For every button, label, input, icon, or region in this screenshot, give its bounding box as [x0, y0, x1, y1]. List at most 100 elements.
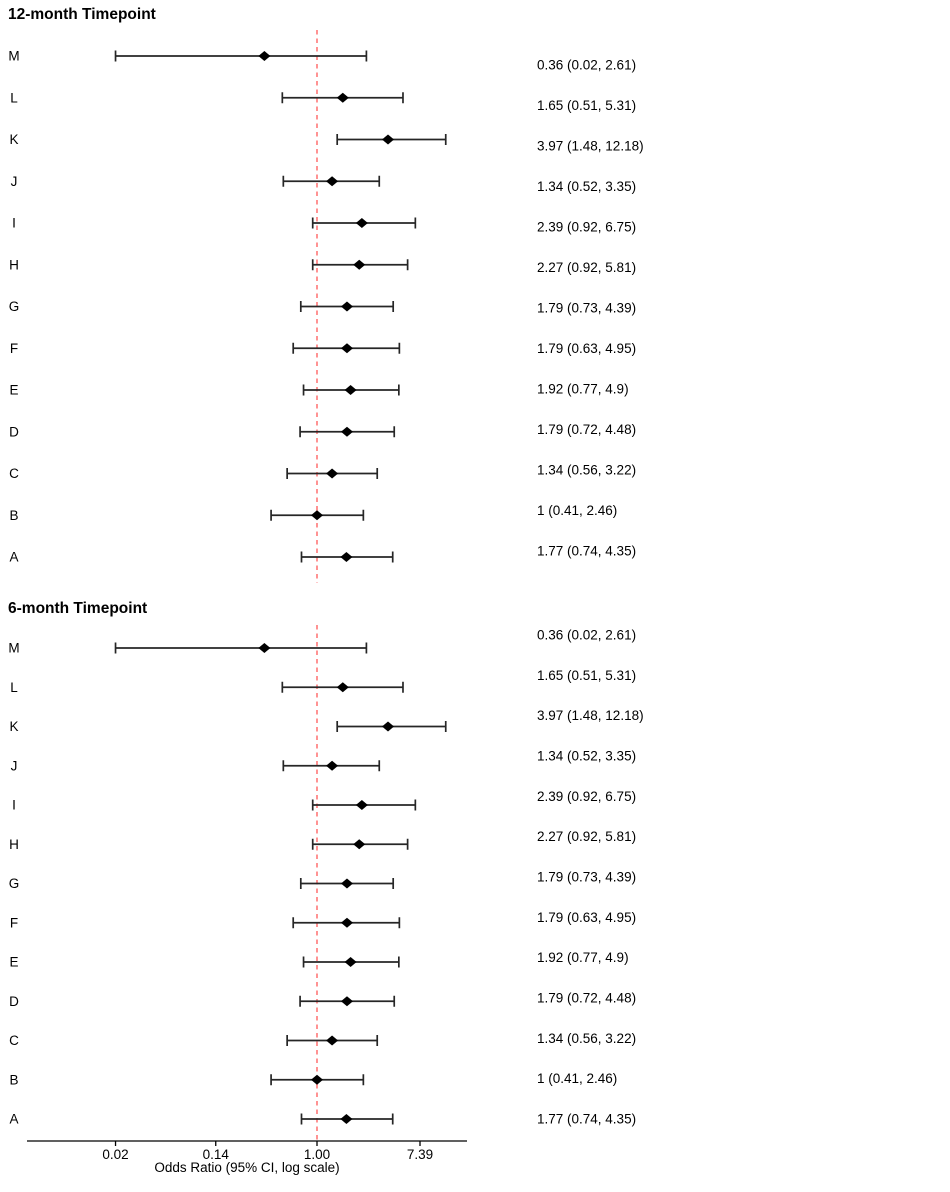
estimate-label: 1.34 (0.56, 3.22): [537, 1031, 636, 1046]
estimate-label: 1.65 (0.51, 5.31): [537, 98, 636, 113]
estimate-label: 1.34 (0.56, 3.22): [537, 463, 636, 478]
row-label: H: [9, 257, 19, 272]
forest-row: H 2.27 (0.92, 5.81): [9, 829, 636, 852]
row-label: E: [9, 383, 18, 398]
x-axis-tick-label: 1.00: [304, 1147, 330, 1162]
or-diamond: [340, 552, 353, 562]
forest-row: I 2.39 (0.92, 6.75): [12, 789, 636, 813]
forest-row: G 1.79 (0.73, 4.39): [9, 870, 636, 892]
x-axis-tick-label: 7.39: [407, 1147, 433, 1162]
or-diamond: [336, 92, 349, 103]
or-diamond: [326, 176, 339, 187]
forest-row: E 1.92 (0.77, 4.9): [9, 382, 628, 398]
estimate-label: 1.92 (0.77, 4.9): [537, 950, 629, 965]
or-diamond: [326, 760, 339, 771]
row-label: E: [9, 955, 18, 970]
forest-row: L 1.65 (0.51, 5.31): [10, 90, 636, 113]
or-diamond: [311, 1074, 323, 1085]
forest-row: H 2.27 (0.92, 5.81): [9, 257, 636, 275]
forest-row: D 1.79 (0.72, 4.48): [9, 422, 636, 439]
forest-row: C 1.34 (0.56, 3.22): [9, 1031, 636, 1048]
or-diamond: [340, 426, 353, 437]
row-label: L: [10, 680, 18, 695]
forest-row: L 1.65 (0.51, 5.31): [10, 668, 636, 695]
estimate-label: 1.34 (0.52, 3.35): [537, 749, 636, 764]
or-diamond: [326, 1035, 339, 1046]
row-label: C: [9, 1033, 19, 1048]
row-label: B: [9, 508, 18, 523]
estimate-label: 1 (0.41, 2.46): [537, 503, 617, 518]
or-diamond: [340, 878, 353, 889]
row-label: D: [9, 424, 19, 439]
estimate-label: 1.79 (0.63, 4.95): [537, 341, 636, 356]
x-axis-layer: 0.02 0.14 1.00 7.39: [27, 1140, 467, 1162]
or-diamond: [311, 510, 323, 521]
row-label: F: [10, 915, 18, 930]
forest-row: C 1.34 (0.56, 3.22): [9, 463, 636, 482]
estimate-label: 3.97 (1.48, 12.18): [537, 708, 644, 723]
estimate-label: 1.65 (0.51, 5.31): [537, 668, 636, 683]
row-label: J: [11, 174, 18, 189]
row-label: J: [11, 758, 18, 773]
estimate-label: 1.34 (0.52, 3.35): [537, 179, 636, 194]
or-diamond: [340, 343, 353, 354]
forest-row: D 1.79 (0.72, 4.48): [9, 991, 636, 1009]
estimate-label: 1.79 (0.72, 4.48): [537, 991, 636, 1006]
forest-row: A 1.77 (0.74, 4.35): [9, 1112, 636, 1127]
forest-row: M 0.36 (0.02, 2.61): [8, 628, 636, 656]
x-axis-title: Odds Ratio (95% CI, log scale): [154, 1160, 339, 1175]
or-diamond: [355, 218, 368, 228]
x-axis-tick-label: 0.02: [102, 1147, 128, 1162]
panel-title-6-month: 6-month Timepoint: [8, 600, 147, 617]
estimate-label: 2.27 (0.92, 5.81): [537, 260, 636, 275]
forest-row: E 1.92 (0.77, 4.9): [9, 950, 628, 969]
x-axis-tick-label: 0.14: [203, 1147, 230, 1162]
or-diamond: [382, 134, 395, 145]
forest-row: F 1.79 (0.63, 4.95): [10, 910, 636, 930]
or-diamond: [340, 996, 353, 1007]
estimate-label: 3.97 (1.48, 12.18): [537, 139, 644, 154]
estimate-label: 1.77 (0.74, 4.35): [537, 1112, 636, 1127]
row-label: M: [8, 641, 19, 656]
estimate-label: 0.36 (0.02, 2.61): [537, 58, 636, 73]
row-label: L: [10, 90, 18, 105]
panel-title-12-month: 12-month Timepoint: [8, 6, 156, 23]
or-diamond: [340, 917, 353, 928]
forest-row: K 3.97 (1.48, 12.18): [9, 132, 643, 154]
estimate-label: 1 (0.41, 2.46): [537, 1071, 617, 1086]
estimate-label: 1.79 (0.73, 4.39): [537, 301, 636, 316]
or-diamond: [344, 957, 357, 967]
estimate-label: 1.79 (0.73, 4.39): [537, 870, 636, 885]
row-label: B: [9, 1072, 18, 1087]
or-diamond: [340, 1114, 353, 1124]
or-diamond: [258, 51, 271, 61]
forest-row: I 2.39 (0.92, 6.75): [12, 216, 636, 235]
row-label: K: [9, 132, 18, 147]
forest-row: B 1 (0.41, 2.46): [9, 1071, 617, 1087]
or-diamond: [258, 643, 271, 653]
row-label: M: [8, 49, 19, 64]
or-diamond: [340, 301, 353, 312]
forest-row: F 1.79 (0.63, 4.95): [10, 341, 636, 356]
row-label: I: [12, 798, 16, 813]
forest-row: J 1.34 (0.52, 3.35): [11, 174, 636, 194]
or-diamond: [353, 259, 366, 270]
forest-row: A 1.77 (0.74, 4.35): [9, 544, 636, 565]
or-diamond: [353, 839, 366, 850]
or-diamond: [344, 385, 357, 395]
forest-row: J 1.34 (0.52, 3.35): [11, 749, 636, 774]
or-diamond: [355, 800, 368, 810]
forest-row: B 1 (0.41, 2.46): [9, 503, 617, 523]
row-label: A: [9, 1112, 18, 1127]
or-diamond: [336, 682, 349, 693]
estimate-label: 1.79 (0.72, 4.48): [537, 422, 636, 437]
row-label: H: [9, 837, 19, 852]
row-label: A: [9, 550, 18, 565]
estimate-label: 2.27 (0.92, 5.81): [537, 829, 636, 844]
panel-rows-layer: M 0.36 (0.02, 2.61) L 1.65 (0.51, 5.31) K 3.9…: [8, 49, 643, 1127]
estimate-label: 2.39 (0.92, 6.75): [537, 789, 636, 804]
estimate-label: 1.77 (0.74, 4.35): [537, 544, 636, 559]
row-label: I: [12, 216, 16, 231]
